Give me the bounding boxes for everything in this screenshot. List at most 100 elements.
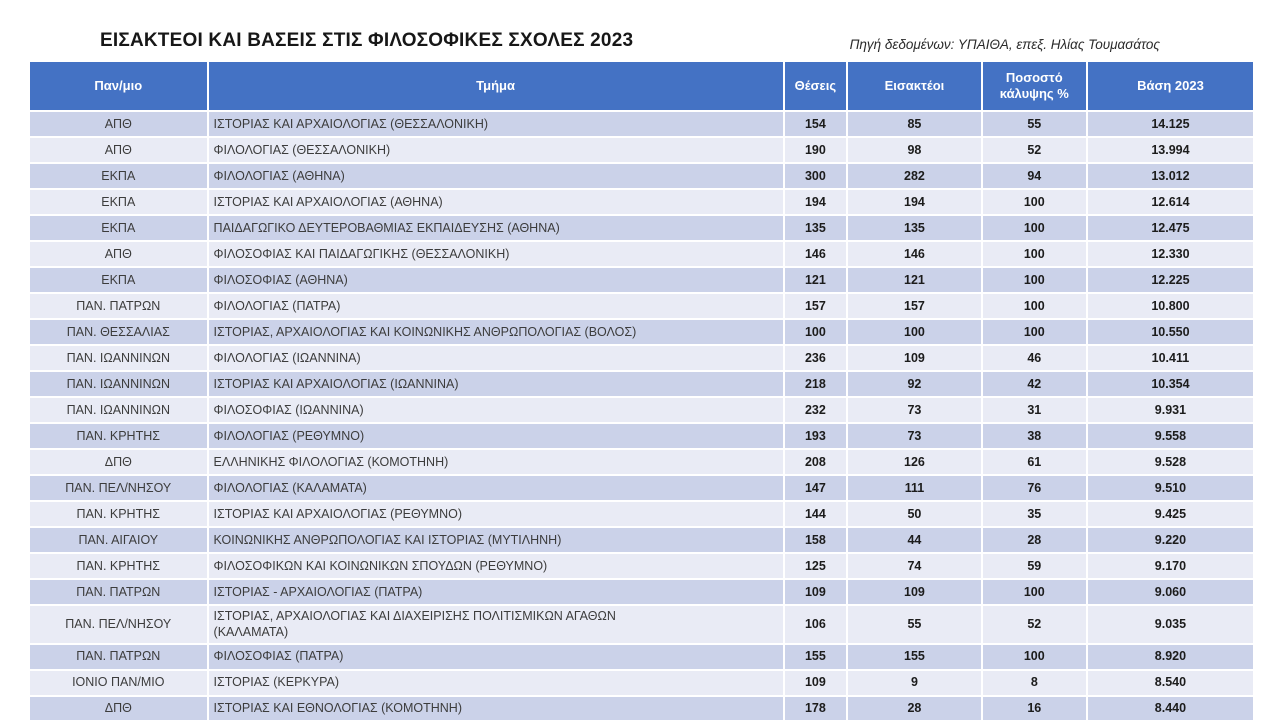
cell-university: ΠΑΝ. ΠΕΛ/ΝΗΣΟΥ (30, 476, 209, 502)
cell-department: ΙΣΤΟΡΙΑΣ ΚΑΙ ΕΘΝΟΛΟΓΙΑΣ (ΚΟΜΟΤΗΝΗ) (208, 696, 785, 720)
cell-base-2023: 9.425 (1087, 502, 1253, 528)
cell-seats: 109 (784, 580, 849, 606)
cell-admitted: 73 (848, 424, 983, 450)
cell-coverage: 42 (982, 372, 1088, 398)
table-row: ΔΠΘ ΙΣΤΟΡΙΑΣ ΚΑΙ ΕΘΝΟΛΟΓΙΑΣ (ΚΟΜΟΤΗΝΗ) 178… (30, 696, 1253, 720)
cell-department: ΙΣΤΟΡΙΑΣ, ΑΡΧΑΙΟΛΟΓΙΑΣ ΚΑΙ ΔΙΑΧΕΙΡΙΣΗΣ Π… (208, 606, 785, 645)
cell-admitted: 146 (848, 242, 983, 268)
cell-department: ΦΙΛΟΣΟΦΙΑΣ (ΑΘΗΝΑ) (208, 268, 785, 294)
cell-base-2023: 10.550 (1087, 320, 1253, 346)
cell-base-2023: 13.994 (1087, 138, 1253, 164)
table-row: ΑΠΘ ΦΙΛΟΛΟΓΙΑΣ (ΘΕΣΣΑΛΟΝΙΚΗ) 190 98 52 13.994 (30, 138, 1253, 164)
cell-department: ΦΙΛΟΣΟΦΙΚΩΝ ΚΑΙ ΚΟΙΝΩΝΙΚΩΝ ΣΠΟΥΔΩΝ (ΡΕΘΥ… (208, 554, 785, 580)
table-row: ΔΠΘ ΕΛΛΗΝΙΚΗΣ ΦΙΛΟΛΟΓΙΑΣ (ΚΟΜΟΤΗΝΗ) 208 126… (30, 450, 1253, 476)
cell-seats: 158 (784, 528, 849, 554)
table-row: ΕΚΠΑ ΙΣΤΟΡΙΑΣ ΚΑΙ ΑΡΧΑΙΟΛΟΓΙΑΣ (ΑΘΗΝΑ) 194… (30, 190, 1253, 216)
cell-university: ΔΠΘ (30, 450, 209, 476)
cell-base-2023: 12.475 (1087, 216, 1253, 242)
cell-coverage: 35 (982, 502, 1088, 528)
cell-university: ΠΑΝ. ΠΑΤΡΩΝ (30, 294, 209, 320)
cell-university: ΠΑΝ. ΑΙΓΑΙΟΥ (30, 528, 209, 554)
cell-admitted: 55 (848, 606, 983, 645)
table-row: ΠΑΝ. ΙΩΑΝΝΙΝΩΝ ΦΙΛΟΛΟΓΙΑΣ (ΙΩΑΝΝΙΝΑ) 236 10… (30, 346, 1253, 372)
table-row: ΠΑΝ. ΑΙΓΑΙΟΥ ΚΟΙΝΩΝΙΚΗΣ ΑΝΘΡΩΠΟΛΟΓΙΑΣ ΚΑΙ… (30, 528, 1253, 554)
cell-admitted: 9 (848, 670, 983, 697)
cell-coverage: 55 (982, 112, 1088, 138)
cell-base-2023: 14.125 (1087, 112, 1253, 138)
col-header-university: Παν/μιο (30, 62, 209, 112)
cell-department: ΦΙΛΟΛΟΓΙΑΣ (ΠΑΤΡΑ) (208, 294, 785, 320)
cell-department: ΦΙΛΟΛΟΓΙΑΣ (ΚΑΛΑΜΑΤΑ) (208, 476, 785, 502)
table-row: ΠΑΝ. ΚΡΗΤΗΣ ΦΙΛΟΣΟΦΙΚΩΝ ΚΑΙ ΚΟΙΝΩΝΙΚΩΝ ΣΠ… (30, 554, 1253, 580)
cell-seats: 146 (784, 242, 849, 268)
cell-seats: 218 (784, 372, 849, 398)
cell-university: ΕΚΠΑ (30, 268, 209, 294)
cell-coverage: 52 (982, 138, 1088, 164)
cell-admitted: 282 (848, 164, 983, 190)
cell-admitted: 92 (848, 372, 983, 398)
cell-seats: 155 (784, 644, 849, 671)
table-row: ΠΑΝ. ΚΡΗΤΗΣ ΦΙΛΟΛΟΓΙΑΣ (ΡΕΘΥΜΝΟ) 193 73 38 9.… (30, 424, 1253, 450)
cell-department: ΠΑΙΔΑΓΩΓΙΚΟ ΔΕΥΤΕΡΟΒΑΘΜΙΑΣ ΕΚΠΑΙΔΕΥΣΗΣ (… (208, 216, 785, 242)
cell-university: ΠΑΝ. ΠΑΤΡΩΝ (30, 644, 209, 671)
table-row: ΕΚΠΑ ΠΑΙΔΑΓΩΓΙΚΟ ΔΕΥΤΕΡΟΒΑΘΜΙΑΣ ΕΚΠΑΙΔΕΥΣ… (30, 216, 1253, 242)
cell-admitted: 44 (848, 528, 983, 554)
cell-coverage: 100 (982, 242, 1088, 268)
cell-base-2023: 10.411 (1087, 346, 1253, 372)
cell-university: ΠΑΝ. ΚΡΗΤΗΣ (30, 554, 209, 580)
cell-coverage: 76 (982, 476, 1088, 502)
cell-admitted: 126 (848, 450, 983, 476)
cell-base-2023: 10.800 (1087, 294, 1253, 320)
table-header: Παν/μιο Τμήμα Θέσεις Εισακτέοι Ποσοστό κ… (30, 62, 1253, 112)
cell-department: ΙΣΤΟΡΙΑΣ - ΑΡΧΑΙΟΛΟΓΙΑΣ (ΠΑΤΡΑ) (208, 580, 785, 606)
cell-coverage: 28 (982, 528, 1088, 554)
cell-base-2023: 9.220 (1087, 528, 1253, 554)
cell-base-2023: 9.510 (1087, 476, 1253, 502)
cell-base-2023: 10.354 (1087, 372, 1253, 398)
cell-university: ΠΑΝ. ΚΡΗΤΗΣ (30, 502, 209, 528)
header-row: Παν/μιο Τμήμα Θέσεις Εισακτέοι Ποσοστό κ… (30, 62, 1253, 112)
cell-base-2023: 9.060 (1087, 580, 1253, 606)
cell-department: ΦΙΛΟΛΟΓΙΑΣ (ΡΕΘΥΜΝΟ) (208, 424, 785, 450)
cell-seats: 135 (784, 216, 849, 242)
cell-university: ΠΑΝ. ΠΕΛ/ΝΗΣΟΥ (30, 606, 209, 645)
cell-university: ΔΠΘ (30, 696, 209, 720)
table-row: ΠΑΝ. ΙΩΑΝΝΙΝΩΝ ΦΙΛΟΣΟΦΙΑΣ (ΙΩΑΝΝΙΝΑ) 232 73… (30, 398, 1253, 424)
cell-department: ΙΣΤΟΡΙΑΣ ΚΑΙ ΑΡΧΑΙΟΛΟΓΙΑΣ (ΙΩΑΝΝΙΝΑ) (208, 372, 785, 398)
table-row: ΑΠΘ ΦΙΛΟΣΟΦΙΑΣ ΚΑΙ ΠΑΙΔΑΓΩΓΙΚΗΣ (ΘΕΣΣΑΛΟΝ… (30, 242, 1253, 268)
cell-coverage: 100 (982, 580, 1088, 606)
admissions-table: Παν/μιο Τμήμα Θέσεις Εισακτέοι Ποσοστό κ… (30, 62, 1253, 720)
cell-seats: 236 (784, 346, 849, 372)
col-header-base-2023: Βάση 2023 (1087, 62, 1253, 112)
cell-admitted: 28 (848, 696, 983, 720)
cell-seats: 208 (784, 450, 849, 476)
table-row: ΠΑΝ. ΠΑΤΡΩΝ ΦΙΛΟΛΟΓΙΑΣ (ΠΑΤΡΑ) 157 157 100 10… (30, 294, 1253, 320)
cell-university: ΕΚΠΑ (30, 164, 209, 190)
cell-department: ΦΙΛΟΣΟΦΙΑΣ (ΙΩΑΝΝΙΝΑ) (208, 398, 785, 424)
cell-coverage: 16 (982, 696, 1088, 720)
cell-department: ΦΙΛΟΣΟΦΙΑΣ (ΠΑΤΡΑ) (208, 644, 785, 671)
cell-base-2023: 8.540 (1087, 670, 1253, 697)
cell-admitted: 121 (848, 268, 983, 294)
cell-admitted: 194 (848, 190, 983, 216)
table-row: ΠΑΝ. ΠΕΛ/ΝΗΣΟΥ ΙΣΤΟΡΙΑΣ, ΑΡΧΑΙΟΛΟΓΙΑΣ ΚΑΙ… (30, 606, 1253, 645)
cell-admitted: 98 (848, 138, 983, 164)
cell-coverage: 100 (982, 320, 1088, 346)
table-row: ΠΑΝ. ΠΑΤΡΩΝ ΦΙΛΟΣΟΦΙΑΣ (ΠΑΤΡΑ) 155 155 100 8.… (30, 644, 1253, 671)
cell-department: ΙΣΤΟΡΙΑΣ ΚΑΙ ΑΡΧΑΙΟΛΟΓΙΑΣ (ΑΘΗΝΑ) (208, 190, 785, 216)
cell-university: ΠΑΝ. ΠΑΤΡΩΝ (30, 580, 209, 606)
cell-coverage: 61 (982, 450, 1088, 476)
cell-admitted: 157 (848, 294, 983, 320)
cell-department: ΕΛΛΗΝΙΚΗΣ ΦΙΛΟΛΟΓΙΑΣ (ΚΟΜΟΤΗΝΗ) (208, 450, 785, 476)
cell-admitted: 155 (848, 644, 983, 671)
cell-coverage: 38 (982, 424, 1088, 450)
cell-admitted: 50 (848, 502, 983, 528)
cell-base-2023: 9.035 (1087, 606, 1253, 645)
source-note: Πηγή δεδομένων: ΥΠΑΙΘΑ, επεξ. Ηλίας Τουμ… (849, 37, 1160, 52)
table-row: ΠΑΝ. ΚΡΗΤΗΣ ΙΣΤΟΡΙΑΣ ΚΑΙ ΑΡΧΑΙΟΛΟΓΙΑΣ (ΡΕ… (30, 502, 1253, 528)
cell-coverage: 100 (982, 644, 1088, 671)
cell-seats: 109 (784, 670, 849, 697)
cell-seats: 147 (784, 476, 849, 502)
cell-university: ΑΠΘ (30, 112, 209, 138)
